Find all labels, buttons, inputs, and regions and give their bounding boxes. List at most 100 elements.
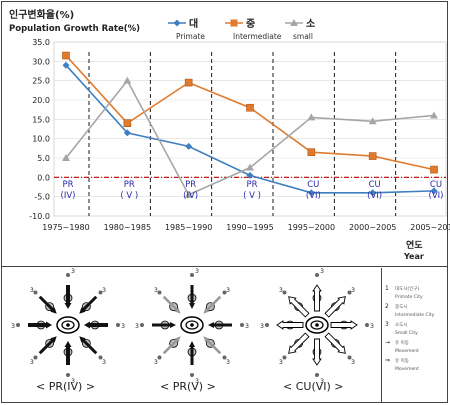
migration-arrow-icon [276,320,304,330]
migration-arrow-icon [324,332,346,354]
legend-row: 3 소도시 [385,322,408,329]
stage-label: PR [124,180,135,190]
rank-label: 3 [245,323,249,330]
point-intermediate [307,148,316,156]
small-city-icon [265,323,269,327]
small-city-icon [66,373,70,377]
population-growth-chart: 인구변화율(%) Population Growth Rate(%) 연도 Ye… [9,8,450,261]
legend-symbol: 2 [385,303,389,310]
migration-arrow-icon [79,336,98,355]
migration-arrow-icon [288,332,310,354]
small-city-icon [157,290,162,295]
y-tick-label: 5.0 [37,154,50,163]
rank-label: 3 [260,323,264,330]
small-city-icon [240,323,244,327]
rank-label: 3 [102,359,106,366]
legend-text: Intermediate City [395,313,435,318]
diagram-legend: 1 대도시(인구) Primate City 2 중도시 Intermediate Cit… [381,268,448,403]
rank-label: 3 [154,287,158,294]
legend-row: Primate City [385,295,423,300]
rank-label: 3 [351,287,355,294]
small-city-icon [98,355,103,360]
legend-row: ⇒ 유 이동 [385,357,409,365]
migration-arrow-icon [189,285,195,309]
point-intermediate [368,152,377,160]
point-small [430,111,438,119]
small-city-icon [222,290,227,295]
y-tick-label: 15.0 [32,115,50,124]
x-tick-label: 2000~2005 [349,223,396,232]
migration-arrow-icon [330,320,358,330]
point-small [62,154,70,161]
legend-row: Small City [385,331,418,336]
migration-arrow-icon [28,321,52,329]
small-city-icon [315,373,319,377]
rank-label: 3 [320,268,324,275]
migration-arrow-icon [64,285,72,309]
small-city-icon [157,355,162,360]
migration-arrow-icon [312,338,322,366]
center-city-dot-icon [315,323,319,327]
small-city-icon [282,290,287,295]
legend-symbol: 1 [385,285,389,292]
stage-label: PR [62,180,73,190]
stage-label-level: (VI) [429,191,444,201]
stage-label-level: ( V ) [243,191,261,201]
stage-label: PR [246,180,257,190]
legend-row: 2 중도시 [385,303,407,311]
migration-arrow-icon [79,295,98,314]
legend-text: Movement [395,367,419,372]
point-intermediate [430,165,438,174]
small-city-icon [190,273,194,277]
caption-cu-vi: < CU(VI) > [283,380,344,393]
y-tick-label: 35.0 [32,38,50,47]
legend-text: 소도시 [395,323,408,328]
panel-divider [2,266,448,267]
point-small [368,117,377,125]
legend-row: Movement [385,349,419,354]
diagram-pr-v: 3 3 3 3 3 3 3 3 [135,268,249,385]
migration-arrow-icon [162,336,181,355]
stage-label: PR [185,180,196,190]
rank-label: 3 [71,268,75,275]
point-primate [307,189,315,197]
legend-text: 대도시(인구) [395,287,420,292]
legend-label-ko: 대 [189,17,198,30]
migration-arrow-icon [312,284,322,312]
small-city-icon [33,355,38,360]
legend-label-en: Primate [176,32,205,41]
legend-text: 유 이동 [395,341,409,346]
stage-label: CU [430,180,442,190]
small-city-icon [347,290,352,295]
migration-arrow-icon [84,321,108,329]
stage-label: CU [307,180,319,190]
y-tick-label: -10.0 [29,212,50,221]
caption-pr-iv: < PR(IV) > [36,380,96,393]
rank-label: 3 [102,287,106,294]
point-small [307,113,316,121]
legend-text: 유 이동 [395,359,409,364]
legend-label-ko: 소 [306,18,315,30]
rank-label: 3 [30,359,34,366]
stage-label-level: (IV) [183,191,198,201]
migration-arrow-icon [152,322,176,328]
y-tick-label: 25.0 [32,77,50,86]
stage-label: CU [369,180,381,190]
rank-label: 3 [370,323,374,330]
small-city-icon [222,355,227,360]
y-tick-label: 0.0 [37,173,50,182]
rank-label: 3 [226,359,230,366]
rank-label: 3 [30,287,34,294]
migration-arrow-icon [203,336,222,355]
legend-label-en: Intermediate [233,32,282,41]
legend-symbol: ⇒ [385,357,391,364]
rank-label: 3 [121,323,125,330]
rank-label: 3 [195,268,199,275]
rank-label: 3 [226,287,230,294]
rank-label: 3 [195,378,199,385]
rank-label: 3 [135,323,139,330]
y-tick-label: -5.0 [34,193,50,202]
x-axis-label-en: Year [403,252,424,261]
stage-label-level: ( V ) [120,191,138,201]
